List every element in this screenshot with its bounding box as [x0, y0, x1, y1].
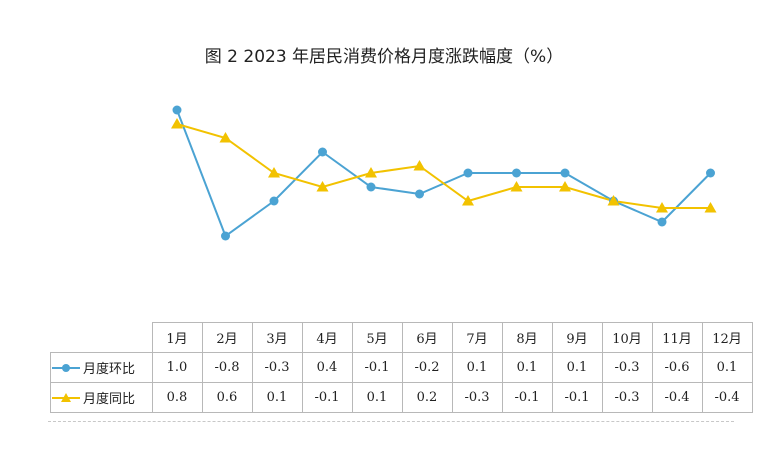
data-label-series-1: 0.1 — [701, 352, 753, 383]
data-point-series-2 — [316, 181, 329, 192]
data-label-series-1: -0.2 — [401, 352, 453, 383]
data-label-series-2: -0.4 — [651, 382, 703, 413]
table-row-series-2: 月度同比 0.8 0.6 0.1 -0.1 0.1 0.2 -0.3 -0.1 -0.1 -0.3… — [50, 382, 753, 413]
table-header-cell: 8月 — [501, 322, 553, 353]
table-header-cell: 12月 — [701, 322, 753, 353]
data-label-series-1: 0.1 — [551, 352, 603, 383]
data-point-series-1 — [560, 168, 570, 178]
data-label-series-1: -0.8 — [201, 352, 253, 383]
data-point-series-2 — [268, 167, 280, 178]
legend-key-circle-icon — [52, 363, 80, 372]
data-label-series-1: 0.4 — [301, 352, 353, 383]
table-header-cell: 11月 — [651, 322, 703, 353]
data-point-series-2 — [219, 132, 232, 143]
data-point-series-2 — [413, 160, 426, 171]
data-point-series-1 — [269, 196, 279, 206]
data-point-series-2 — [559, 181, 571, 192]
legend-label-series-2: 月度同比 — [83, 392, 136, 407]
legend-entry-series-2: 月度同比 — [50, 382, 153, 413]
data-point-series-1 — [512, 168, 521, 178]
table-header-cell: 10月 — [601, 322, 653, 353]
data-point-series-2 — [510, 181, 523, 192]
data-label-series-2: 0.8 — [151, 382, 203, 413]
data-point-series-2 — [704, 202, 717, 213]
table-header-cell: 4月 — [301, 322, 353, 353]
data-label-series-2: -0.1 — [551, 382, 603, 413]
table-header-row: 1月 2月 3月 4月 5月 6月 7月 8月 9月 10月 11月 12月 — [50, 322, 753, 353]
data-label-series-2: 0.1 — [351, 382, 403, 413]
data-label-series-1: 1.0 — [151, 352, 203, 383]
table-bottom-rule — [48, 421, 734, 422]
data-label-series-2: 0.2 — [401, 382, 453, 413]
data-label-series-1: -0.6 — [651, 352, 703, 383]
legend-key-triangle-icon — [52, 392, 80, 402]
data-point-series-1 — [318, 147, 327, 157]
data-label-series-1: -0.3 — [601, 352, 653, 383]
series-line-2 — [176, 123, 711, 209]
legend-label-series-1: 月度环比 — [83, 362, 136, 377]
data-label-series-1: 0.1 — [501, 352, 553, 383]
table-header-cell: 2月 — [201, 322, 253, 353]
table-row-series-1: 月度环比 1.0 -0.8 -0.3 0.4 -0.1 -0.2 0.1 0.1 0.1 -0.3… — [50, 352, 753, 383]
data-label-series-2: -0.3 — [601, 382, 653, 413]
data-point-series-1 — [366, 182, 376, 192]
chart-title: 图 2 2023 年居民消费价格月度涨跌幅度（%） — [204, 47, 564, 67]
data-label-series-2: 0.6 — [201, 382, 253, 413]
data-label-series-1: -0.1 — [351, 352, 403, 383]
table-header-cell: 1月 — [151, 322, 203, 353]
data-point-series-2 — [656, 202, 668, 213]
data-point-series-1 — [172, 105, 182, 115]
line-chart-plot — [171, 105, 717, 241]
table-header-cell: 6月 — [401, 322, 453, 353]
data-point-series-2 — [607, 195, 620, 206]
data-label-series-2: -0.1 — [301, 382, 353, 413]
table-header-cell: 9月 — [551, 322, 603, 353]
data-label-series-1: -0.3 — [251, 352, 303, 383]
data-label-series-2: 0.1 — [251, 382, 303, 413]
data-point-series-2 — [171, 118, 183, 129]
data-label-series-1: 0.1 — [451, 352, 503, 383]
data-point-series-1 — [221, 231, 230, 241]
legend-entry-series-1: 月度环比 — [50, 352, 153, 383]
data-label-series-2: -0.4 — [701, 382, 753, 413]
data-point-series-2 — [365, 167, 377, 178]
data-point-series-1 — [706, 168, 715, 178]
data-label-series-2: -0.1 — [501, 382, 553, 413]
data-point-series-2 — [462, 195, 474, 206]
data-point-series-1 — [463, 168, 473, 178]
data-label-series-2: -0.3 — [451, 382, 503, 413]
table-corner-cell — [50, 322, 153, 353]
table-header-cell: 7月 — [451, 322, 503, 353]
data-point-series-1 — [415, 189, 424, 199]
series-line-1 — [176, 109, 712, 238]
table-header-cell: 3月 — [251, 322, 303, 353]
data-point-series-1 — [657, 217, 667, 227]
table-header-cell: 5月 — [351, 322, 403, 353]
data-table: 1月 2月 3月 4月 5月 6月 7月 8月 9月 10月 11月 12月 月度环比 1.0 -0.8… — [50, 322, 753, 413]
